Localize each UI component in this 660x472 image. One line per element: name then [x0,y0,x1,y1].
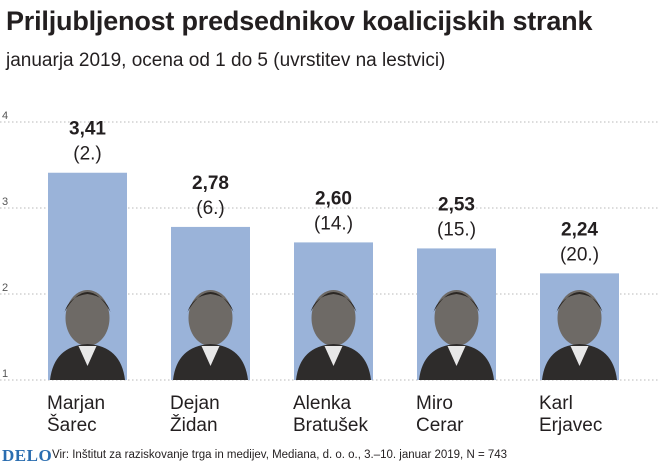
portrait-photo [50,290,125,380]
category-label: Bratušek [293,415,368,436]
y-tick-label: 1 [2,368,8,380]
value-label: 2,24 [561,219,598,240]
rank-label: (2.) [73,144,102,165]
category-label: Cerar [416,415,464,436]
portrait-photo [296,290,371,380]
value-label: 3,41 [69,119,106,140]
category-label: Miro [416,393,453,414]
portrait-photo [542,290,617,380]
value-label: 2,60 [315,188,352,209]
category-label: Marjan [47,393,105,414]
rank-label: (15.) [437,219,476,240]
rank-label: (6.) [196,198,225,219]
y-tick-label: 2 [2,282,8,294]
category-label: Erjavec [539,415,602,436]
category-label: Karl [539,393,573,414]
portrait-photo [173,290,248,380]
delo-logo: DELO [2,446,53,465]
y-tick-label: 4 [2,110,8,122]
value-label: 2,78 [192,173,229,194]
category-label: Alenka [293,393,352,414]
rank-label: (20.) [560,244,599,265]
y-tick-label: 3 [2,196,8,208]
source-note: Vir: Inštitut za raziskovanje trga in me… [52,449,508,461]
rank-label: (14.) [314,213,353,234]
category-label: Dejan [170,393,220,414]
portrait-photo [419,290,494,380]
category-label: Šarec [47,414,97,436]
chart-subtitle: januarja 2019, ocena od 1 do 5 (uvrstite… [6,50,446,71]
value-label: 2,53 [438,194,475,215]
chart-title: Priljubljenost predsednikov koalicijskih… [6,6,593,36]
category-label: Židan [170,414,218,436]
